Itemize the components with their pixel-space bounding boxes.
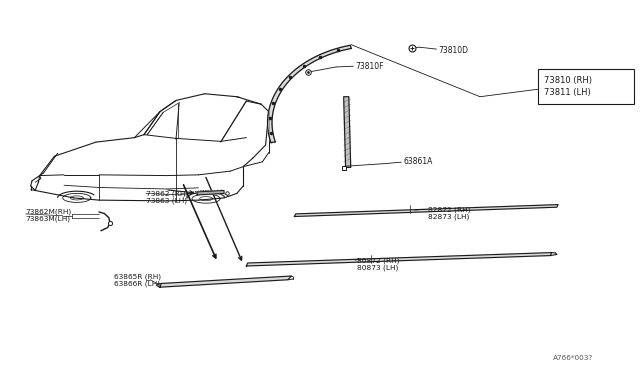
Text: 73810F: 73810F: [355, 62, 384, 71]
Text: 73810D: 73810D: [438, 46, 468, 55]
Polygon shape: [344, 97, 351, 167]
Text: 80873 (LH): 80873 (LH): [357, 265, 399, 272]
Polygon shape: [246, 253, 552, 266]
Text: 73862 (RH): 73862 (RH): [146, 190, 188, 197]
Text: 73811 (LH): 73811 (LH): [544, 89, 591, 97]
Polygon shape: [160, 276, 291, 287]
Bar: [538, 69, 634, 104]
Text: 82873 (LH): 82873 (LH): [428, 214, 469, 221]
Text: 80872 (RH): 80872 (RH): [357, 258, 399, 264]
Text: 82872 (RH): 82872 (RH): [428, 207, 470, 214]
Text: 73863 (LH): 73863 (LH): [146, 197, 187, 204]
Text: 73810 (RH): 73810 (RH): [544, 76, 592, 84]
Text: 63861A: 63861A: [403, 157, 433, 166]
Text: 63866R (LH): 63866R (LH): [114, 281, 160, 288]
Text: 73862M(RH): 73862M(RH): [26, 209, 72, 215]
Polygon shape: [197, 190, 224, 195]
Text: A766*003?: A766*003?: [553, 355, 593, 361]
Text: 63865R (RH): 63865R (RH): [114, 274, 161, 280]
Polygon shape: [294, 205, 558, 217]
Polygon shape: [268, 45, 351, 142]
Text: 73863M(LH): 73863M(LH): [26, 216, 71, 222]
